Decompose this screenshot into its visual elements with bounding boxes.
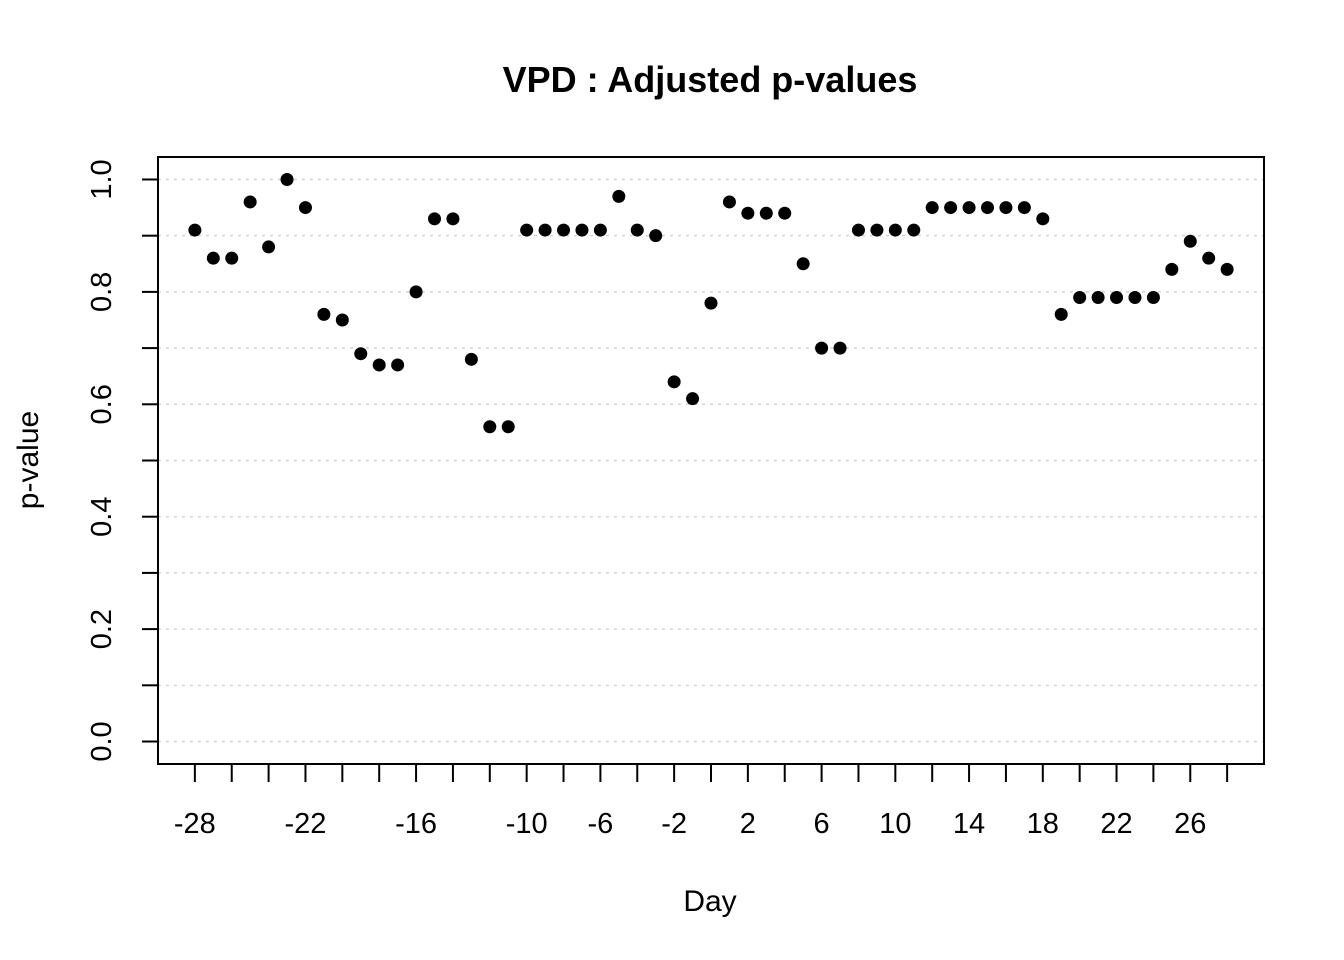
x-tick-label: -22 — [285, 808, 327, 840]
data-point — [1202, 251, 1216, 265]
data-point — [1183, 234, 1197, 248]
data-point — [317, 307, 331, 321]
grid-lines — [158, 178, 1264, 743]
x-tick-label: 22 — [1100, 808, 1132, 840]
data-point — [446, 212, 460, 226]
data-point — [538, 223, 552, 237]
x-tick-label: 6 — [814, 808, 830, 840]
data-point — [686, 392, 700, 406]
x-tick-label: 2 — [740, 808, 756, 840]
data-point — [280, 172, 294, 186]
data-point — [428, 212, 441, 226]
data-point — [944, 201, 958, 215]
data-point — [649, 229, 663, 243]
x-tick-label: -10 — [506, 808, 548, 840]
data-point — [778, 206, 792, 220]
data-point — [907, 223, 921, 237]
data-points — [188, 172, 1234, 434]
data-point — [243, 195, 257, 209]
data-point — [1091, 291, 1105, 305]
y-tick-label: 0.8 — [86, 272, 118, 312]
data-point — [1128, 291, 1142, 305]
data-point — [796, 257, 810, 271]
data-point — [557, 223, 571, 237]
y-tick-label: 0.2 — [86, 609, 118, 649]
x-tick-label: -6 — [588, 808, 614, 840]
data-point — [962, 201, 976, 215]
x-tick-label: 10 — [879, 808, 911, 840]
data-point — [520, 223, 534, 237]
x-tick-label: 14 — [953, 808, 985, 840]
data-point — [888, 223, 902, 237]
data-point — [722, 195, 736, 209]
data-point — [704, 296, 718, 310]
y-axis: 0.0 0.2 0.4 0.6 0.8 1.0 — [86, 159, 158, 762]
data-point — [593, 223, 607, 237]
data-point — [354, 347, 368, 361]
data-point — [372, 358, 386, 372]
data-point — [483, 420, 497, 434]
y-axis-label: p-value — [12, 411, 45, 509]
data-point — [815, 341, 829, 355]
data-point — [188, 223, 202, 237]
data-point — [1073, 291, 1087, 305]
data-point — [262, 240, 276, 254]
data-point — [741, 206, 755, 220]
y-tick-label: 0.6 — [86, 384, 118, 424]
x-tick-label: 26 — [1174, 808, 1206, 840]
y-tick-label: 0.4 — [86, 497, 118, 537]
data-point — [1036, 212, 1050, 226]
data-point — [667, 375, 681, 389]
x-tick-label: -28 — [174, 808, 216, 840]
data-point — [409, 285, 423, 299]
data-point — [759, 206, 773, 220]
data-point — [1146, 291, 1160, 305]
y-tick-label: 0.0 — [86, 721, 118, 761]
data-point — [1165, 262, 1179, 276]
data-point — [1110, 291, 1124, 305]
data-point — [501, 420, 515, 434]
data-point — [833, 341, 847, 355]
data-point — [335, 313, 349, 327]
x-tick-label: -2 — [661, 808, 687, 840]
data-point — [1017, 201, 1031, 215]
data-point — [206, 251, 220, 265]
data-point — [1054, 307, 1068, 321]
y-tick-label: 1.0 — [86, 159, 118, 199]
data-point — [612, 189, 626, 203]
data-point — [999, 201, 1013, 215]
data-point — [464, 352, 478, 366]
data-point — [630, 223, 644, 237]
x-tick-label: -16 — [395, 808, 437, 840]
chart-title: VPD : Adjusted p-values — [503, 59, 918, 100]
x-axis-label: Day — [683, 885, 736, 918]
x-axis: -28 -22 -16 -10 -6 -2 2 6 10 14 18 22 26 — [174, 764, 1229, 840]
data-point — [981, 201, 994, 215]
data-point — [870, 223, 884, 237]
data-point — [391, 358, 405, 372]
data-point — [298, 201, 312, 215]
data-point — [925, 201, 939, 215]
data-point — [225, 251, 239, 265]
data-point — [1220, 262, 1234, 276]
x-tick-label: 18 — [1027, 808, 1059, 840]
data-point — [575, 223, 589, 237]
data-point — [851, 223, 865, 237]
